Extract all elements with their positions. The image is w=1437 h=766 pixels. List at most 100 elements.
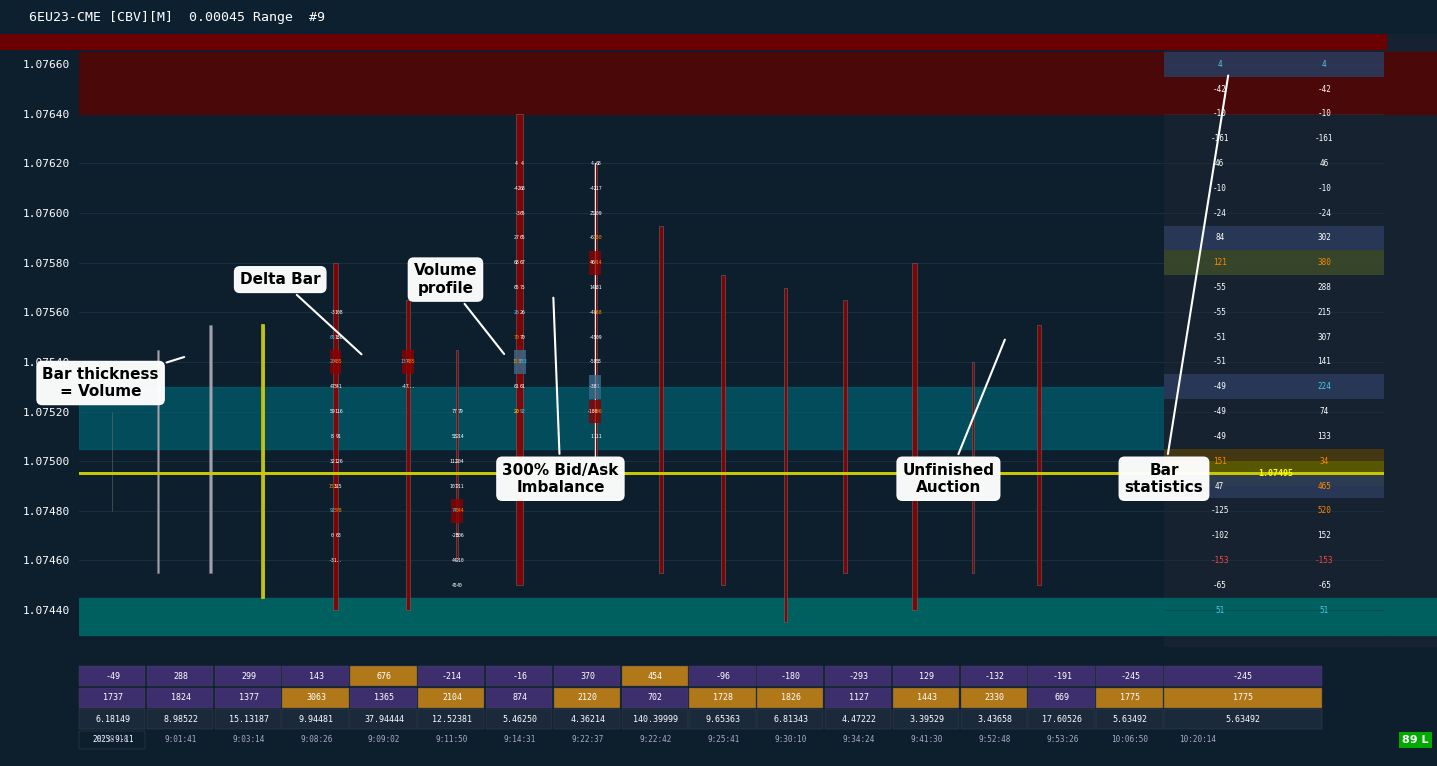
Text: 45: 45 (451, 583, 457, 588)
Text: 44: 44 (451, 558, 457, 563)
Text: 137: 137 (401, 359, 410, 365)
Text: 485: 485 (335, 359, 343, 365)
Text: Volume / Sec: Volume / Sec (1167, 714, 1237, 725)
Text: 14: 14 (589, 285, 595, 290)
Text: -28: -28 (450, 533, 458, 538)
Text: 15.13187: 15.13187 (228, 715, 269, 724)
Text: Bar Volume: Bar Volume (1167, 692, 1226, 703)
Text: -65: -65 (1213, 581, 1227, 590)
Text: 370: 370 (581, 672, 595, 681)
Bar (402, 350, 414, 374)
Text: 89 L: 89 L (1403, 735, 1428, 745)
Text: 9:22:37: 9:22:37 (572, 735, 604, 745)
Text: 65: 65 (514, 285, 520, 290)
Text: -293: -293 (849, 672, 869, 681)
Text: 20: 20 (595, 459, 601, 463)
Text: 1824: 1824 (171, 693, 191, 702)
Text: 91: 91 (336, 434, 342, 439)
Text: 77: 77 (451, 409, 457, 414)
Text: -49: -49 (1213, 432, 1227, 441)
Text: 300% Bid/Ask
Imbalance: 300% Bid/Ask Imbalance (503, 298, 618, 495)
Text: 1365: 1365 (374, 693, 394, 702)
Text: 68: 68 (514, 260, 520, 265)
Text: -49: -49 (1213, 407, 1227, 416)
Text: 9:53:26: 9:53:26 (1046, 735, 1078, 745)
Text: -51: -51 (1213, 358, 1227, 366)
Bar (1164, 597, 1387, 635)
Text: 153: 153 (513, 359, 522, 365)
Text: 2104: 2104 (443, 693, 461, 702)
Text: 2120: 2120 (578, 693, 598, 702)
Bar (79, 597, 1164, 635)
Text: 10:20:14: 10:20:14 (1180, 735, 1216, 745)
Text: 92: 92 (520, 409, 526, 414)
Text: 61: 61 (520, 385, 526, 389)
Text: 485: 485 (407, 359, 415, 365)
Text: 51: 51 (1319, 606, 1329, 614)
Text: ...: ... (335, 558, 343, 563)
Bar (589, 400, 601, 424)
Text: -49: -49 (105, 672, 121, 681)
Text: 68: 68 (520, 186, 526, 191)
Text: 74: 74 (451, 509, 457, 513)
Text: 108: 108 (335, 309, 343, 315)
Bar (262, 325, 264, 597)
Text: 25: 25 (589, 211, 595, 215)
Text: 288: 288 (1318, 283, 1331, 292)
Text: 315: 315 (335, 483, 343, 489)
Text: 126: 126 (335, 459, 343, 463)
Text: 5.63492: 5.63492 (1226, 715, 1260, 724)
Text: 302: 302 (1318, 234, 1331, 242)
Bar (451, 499, 463, 522)
Text: 378: 378 (335, 509, 343, 513)
Text: 70: 70 (514, 335, 520, 339)
Text: 9.65363: 9.65363 (706, 715, 740, 724)
Text: -24: -24 (588, 483, 596, 489)
Text: -42: -42 (1213, 84, 1227, 93)
Text: 9:22:42: 9:22:42 (639, 735, 671, 745)
Text: Delta Bar: Delta Bar (240, 272, 362, 355)
Text: 874: 874 (512, 693, 527, 702)
Text: 9:25:41: 9:25:41 (707, 735, 740, 745)
Bar (516, 114, 523, 585)
Text: 20: 20 (329, 359, 335, 365)
Text: -67: -67 (588, 235, 596, 241)
Text: -214: -214 (443, 672, 461, 681)
Text: 65: 65 (520, 235, 526, 241)
Bar (1164, 473, 1387, 499)
Text: 68: 68 (595, 161, 601, 166)
Text: -42: -42 (513, 186, 522, 191)
Text: Volume
profile: Volume profile (414, 264, 504, 354)
Text: 129: 129 (920, 672, 934, 681)
Text: 133: 133 (1318, 432, 1331, 441)
Text: 676: 676 (376, 672, 392, 681)
Text: -40: -40 (588, 309, 596, 315)
Text: 47: 47 (1216, 482, 1224, 490)
Text: 3.39529: 3.39529 (910, 715, 944, 724)
Text: -3: -3 (329, 309, 335, 315)
Text: -180: -180 (586, 409, 598, 414)
Bar (407, 300, 410, 610)
Text: 151: 151 (328, 483, 336, 489)
Text: -16: -16 (512, 672, 527, 681)
Text: 153: 153 (519, 359, 527, 365)
Bar (210, 325, 211, 573)
Text: -42: -42 (588, 186, 596, 191)
Text: 1: 1 (591, 434, 593, 439)
Text: -24: -24 (1318, 208, 1331, 218)
Text: 9:34:24: 9:34:24 (842, 735, 875, 745)
Text: 2023-9-11: 2023-9-11 (92, 735, 134, 745)
Text: 107: 107 (450, 483, 458, 489)
Text: 2330: 2330 (984, 693, 1004, 702)
Text: 59: 59 (329, 409, 335, 414)
Text: 47: 47 (329, 385, 335, 389)
Text: 26: 26 (520, 309, 526, 315)
Text: 1377: 1377 (239, 693, 259, 702)
Text: 544: 544 (456, 509, 464, 513)
Bar (785, 287, 787, 623)
Text: 34: 34 (1319, 457, 1329, 466)
Text: -132: -132 (984, 672, 1004, 681)
Bar (513, 350, 526, 374)
Text: -245: -245 (1119, 672, 1140, 681)
Text: 46: 46 (589, 260, 595, 265)
